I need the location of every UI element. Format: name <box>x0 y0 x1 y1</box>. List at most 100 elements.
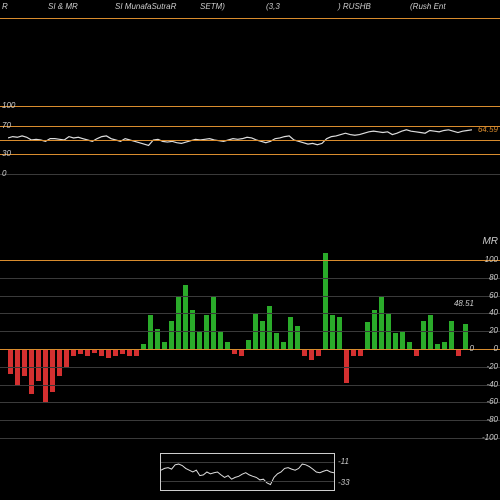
mr-bar <box>22 349 27 376</box>
rsi-axis-label: 70 <box>2 121 11 130</box>
mr-gridline <box>0 260 500 261</box>
mr-label: MR <box>482 236 498 247</box>
mr-gridline <box>0 313 500 314</box>
mr-bar <box>8 349 13 374</box>
mr-axis-label: -20 <box>486 362 498 371</box>
mr-axis-label: -80 <box>486 415 498 424</box>
header-item: SI & MR <box>48 2 78 11</box>
rsi-gridline <box>0 106 500 107</box>
mr-gridline <box>0 385 500 386</box>
mr-axis-label: 40 <box>489 308 498 317</box>
mr-bar <box>113 349 118 356</box>
mr-bar <box>183 285 188 349</box>
mr-bar <box>358 349 363 356</box>
mini-hline <box>161 462 334 463</box>
mr-bar <box>85 349 90 356</box>
top-border <box>0 18 500 19</box>
mr-bar <box>281 342 286 349</box>
mr-bar <box>442 342 447 349</box>
header-row: R SI & MR SI MunafaSutraR SETM) (3,3 ) RUSHB (… <box>0 2 500 16</box>
mr-bar <box>211 297 216 349</box>
mr-bar <box>134 349 139 356</box>
mr-bar <box>337 317 342 349</box>
mr-bar <box>106 349 111 358</box>
mr-bar <box>127 349 132 356</box>
mr-gridline <box>0 296 500 297</box>
mr-bar <box>190 310 195 349</box>
mr-bar <box>372 310 377 349</box>
rsi-value-label: 64.59 <box>478 125 498 134</box>
mr-axis-label: 20 <box>489 326 498 335</box>
mr-gridline <box>0 367 500 368</box>
mr-bar <box>316 349 321 356</box>
mr-bar <box>302 349 307 356</box>
mr-axis-label: 100 <box>485 255 498 264</box>
mr-bar <box>365 322 370 349</box>
header-item: SI MunafaSutraR <box>115 2 176 11</box>
mr-value-label: 0 <box>470 344 474 353</box>
mr-bar <box>57 349 62 376</box>
rsi-midline <box>0 140 500 141</box>
rsi-axis-label: 100 <box>2 101 15 110</box>
mr-axis-label: 60 <box>489 291 498 300</box>
mr-bar <box>309 349 314 360</box>
mr-bar <box>414 349 419 356</box>
mr-axis-label: -60 <box>486 397 498 406</box>
mr-bar <box>274 333 279 349</box>
mr-axis-label: -100 <box>482 433 498 442</box>
mr-bar <box>169 321 174 349</box>
header-item: ) RUSHB <box>338 2 371 11</box>
mr-bar <box>36 349 41 381</box>
rsi-gridline <box>0 174 500 175</box>
header-item: SETM) <box>200 2 225 11</box>
mini-svg <box>161 454 334 490</box>
mr-bar <box>162 342 167 349</box>
mr-bar <box>64 349 69 367</box>
header-item: (Rush Ent <box>410 2 446 11</box>
mr-value-label: 48.51 <box>454 299 474 308</box>
mr-bar <box>288 317 293 349</box>
rsi-gridline <box>0 154 500 155</box>
mr-bar <box>351 349 356 356</box>
mr-axis-label: -40 <box>486 380 498 389</box>
mr-gridline <box>0 331 500 332</box>
mr-bar <box>155 329 160 349</box>
mr-axis-label: 80 <box>489 273 498 282</box>
mr-bar <box>421 321 426 349</box>
mr-bar <box>463 324 468 349</box>
mr-bar <box>323 253 328 349</box>
mr-bar <box>197 331 202 349</box>
mr-bar <box>260 321 265 349</box>
mr-bar <box>218 331 223 349</box>
mr-bar <box>456 349 461 356</box>
rsi-axis-label: 30 <box>2 149 11 158</box>
mini-label: -11 <box>338 457 349 466</box>
rsi-gridline <box>0 126 500 127</box>
mr-bar <box>393 333 398 349</box>
mini-panel <box>160 453 335 491</box>
mr-bar <box>400 331 405 349</box>
mr-bar <box>295 326 300 349</box>
header-item: (3,3 <box>266 2 280 11</box>
mr-bar <box>239 349 244 356</box>
mr-gridline <box>0 438 500 439</box>
mr-bar <box>225 342 230 349</box>
mr-bar <box>176 297 181 349</box>
mr-gridline <box>0 420 500 421</box>
mr-bar <box>449 321 454 349</box>
mr-bar <box>407 342 412 349</box>
mr-bar <box>29 349 34 394</box>
mini-label: -33 <box>338 478 350 487</box>
mr-axis-label: 0 <box>494 344 498 353</box>
mr-gridline <box>0 349 500 350</box>
mr-gridline <box>0 402 500 403</box>
rsi-axis-label: 0 <box>2 169 6 178</box>
mr-bar <box>379 296 384 349</box>
mr-gridline <box>0 278 500 279</box>
mr-bar <box>246 340 251 349</box>
mr-bar <box>99 349 104 356</box>
header-item: R <box>2 2 8 11</box>
mr-bar <box>43 349 48 402</box>
mr-bar <box>71 349 76 356</box>
mini-hline <box>161 481 334 482</box>
